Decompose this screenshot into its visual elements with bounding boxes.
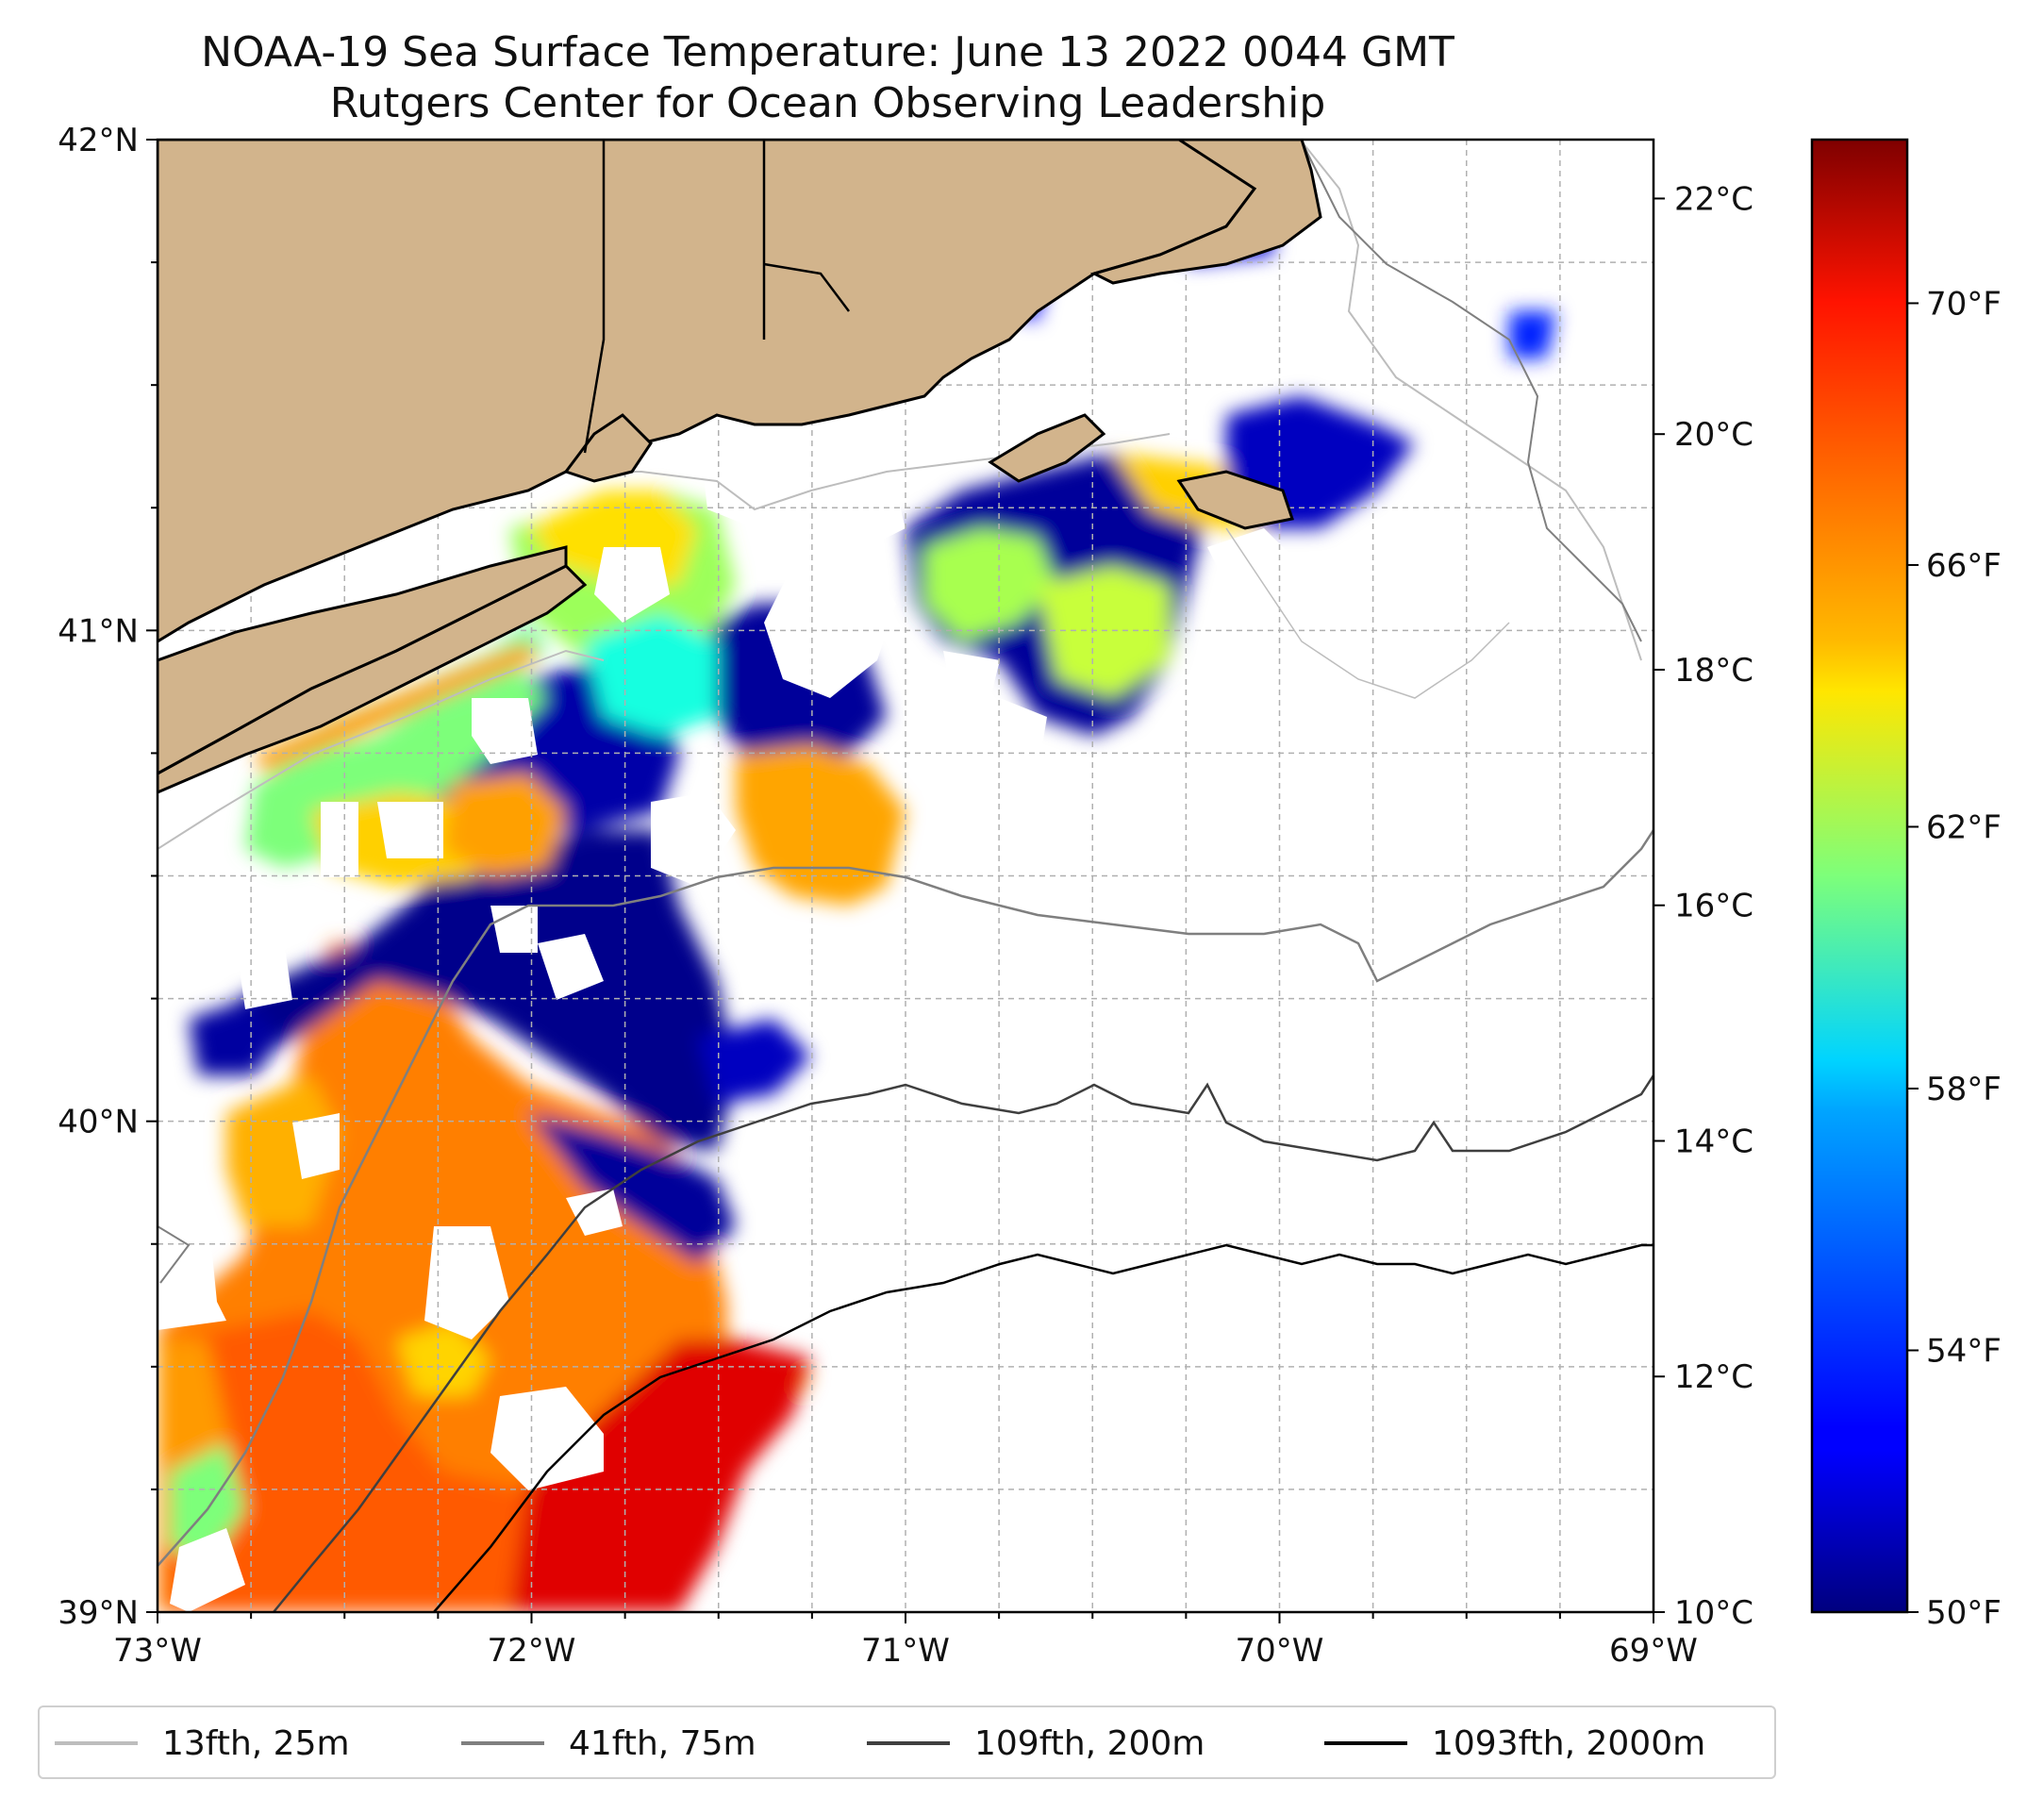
sst-yellowgreen-northeast — [1038, 566, 1170, 698]
no-data-13 — [424, 1226, 509, 1339]
no-data-2 — [594, 547, 670, 623]
no-data-19 — [830, 443, 906, 547]
legend-item-2000m: 1093fth, 2000m — [1324, 1723, 1706, 1763]
map-area — [158, 140, 1653, 1612]
sst-blue-far-east — [1509, 311, 1556, 358]
celsius-tick-label: 20°C — [1674, 416, 1753, 454]
y-tick-label: 42°N — [58, 122, 139, 159]
contour-25m-east — [1301, 141, 1642, 661]
contour-75m-west — [158, 1225, 191, 1284]
fahrenheit-tick-label: 66°F — [1926, 547, 2002, 585]
contour-25m-b — [158, 649, 605, 850]
legend-item-75m: 41fth, 75m — [461, 1723, 756, 1763]
no-data-7 — [651, 792, 736, 887]
legend-label-75m: 41fth, 75m — [569, 1723, 756, 1763]
fahrenheit-tick-label: 50°F — [1926, 1594, 2002, 1632]
legend-line-2000m — [1324, 1741, 1407, 1745]
legend-label-25m: 13fth, 25m — [162, 1723, 350, 1763]
fahrenheit-tick-label: 58°F — [1926, 1071, 2002, 1108]
celsius-tick-label: 16°C — [1674, 888, 1753, 925]
y-tick-label: 40°N — [58, 1104, 139, 1141]
celsius-tick-label: 14°C — [1674, 1123, 1753, 1160]
sst-cold-patch-south — [698, 1019, 811, 1104]
land — [158, 140, 1322, 794]
legend-item-200m: 109fth, 200m — [867, 1723, 1205, 1763]
no-data-9 — [292, 1113, 340, 1179]
sst-field — [158, 141, 1556, 1612]
map-title: NOAA-19 Sea Surface Temperature: June 13… — [201, 28, 1454, 76]
no-data-10 — [538, 934, 604, 1000]
no-data-11 — [566, 1189, 623, 1236]
sst-cold-patch-west — [189, 1000, 283, 1075]
celsius-tick-label: 12°C — [1674, 1358, 1753, 1396]
land-marthas-vineyard — [988, 413, 1106, 483]
border-ny-ct — [583, 140, 606, 454]
no-data-15 — [170, 1528, 245, 1612]
sst-cyan-north — [585, 613, 717, 736]
no-data-areas — [158, 424, 1302, 1612]
land-block-island — [563, 413, 653, 483]
legend-label-200m: 109fth, 200m — [974, 1723, 1205, 1763]
no-data-12 — [158, 1207, 226, 1330]
x-tick-label: 71°W — [861, 1632, 950, 1670]
no-data-5 — [321, 802, 358, 877]
no-data-20 — [1207, 528, 1302, 604]
map-subtitle: Rutgers Center for Ocean Observing Leade… — [329, 79, 1326, 127]
celsius-tick-label: 18°C — [1674, 652, 1753, 690]
legend-item-25m: 13fth, 25m — [55, 1723, 350, 1763]
no-data-14 — [490, 1387, 604, 1490]
x-tick-label: 70°W — [1236, 1632, 1324, 1670]
legend-line-75m — [461, 1741, 544, 1745]
state-borders — [583, 140, 850, 454]
colorbar: 10°C 12°C 14°C 16°C 18°C 20°C 22°C 50°F 54°F 58°… — [1653, 138, 2002, 1632]
contour-25m-shoals — [1225, 527, 1510, 699]
sst-orange-center — [736, 745, 906, 906]
y-tick-label: 41°N — [58, 612, 139, 650]
colorbar-fahrenheit-ticks: 50°F 54°F 58°F 62°F 66°F 70°F — [1907, 285, 2002, 1632]
x-tick-label: 73°W — [113, 1632, 202, 1670]
contour-2000m — [433, 1243, 1653, 1612]
fahrenheit-tick-label: 70°F — [1926, 285, 2002, 323]
land-connecticut-coast — [158, 545, 568, 775]
no-data-4 — [377, 802, 443, 858]
contour-75m — [158, 829, 1653, 1567]
legend-label-2000m: 1093fth, 2000m — [1432, 1723, 1706, 1763]
x-axis: 73°W 72°W 71°W 70°W 69°W — [113, 1612, 1698, 1670]
legend-line-25m — [55, 1741, 138, 1745]
y-axis: 39°N 40°N 41°N 42°N — [58, 122, 158, 1632]
colorbar-celsius-ticks: 10°C 12°C 14°C 16°C 18°C 20°C 22°C — [1653, 180, 1753, 1632]
celsius-tick-label: 10°C — [1674, 1594, 1753, 1632]
sst-green-northeast — [924, 528, 1056, 641]
no-data-8 — [236, 934, 292, 1009]
sst-orange-li-strip — [255, 641, 538, 774]
y-tick-label: 39°N — [58, 1594, 139, 1632]
no-data-16 — [1000, 698, 1047, 774]
sst-hot-south — [509, 1339, 811, 1612]
x-tick-label: 72°W — [488, 1632, 576, 1670]
contour-200m — [273, 1074, 1653, 1612]
legend-line-200m — [867, 1741, 950, 1745]
fahrenheit-tick-label: 54°F — [1926, 1332, 2002, 1370]
border-ri-ma — [763, 262, 850, 312]
legend: 13fth, 25m 41fth, 75m 109fth, 200m 1093f… — [38, 1705, 1776, 1779]
x-tick-label: 69°W — [1609, 1632, 1698, 1670]
fahrenheit-tick-label: 62°F — [1926, 808, 2002, 846]
contour-75m-east — [1301, 141, 1642, 642]
sst-orange-left — [443, 774, 566, 877]
sst-cold-band2 — [528, 1113, 736, 1264]
no-data-17 — [943, 651, 1000, 698]
sst-orange-west2 — [226, 1075, 340, 1226]
celsius-tick-label: 22°C — [1674, 180, 1753, 218]
sst-cold-band — [217, 830, 736, 1151]
no-data-1 — [764, 557, 896, 698]
land-nantucket — [1176, 470, 1294, 530]
sst-yellow-south — [396, 1321, 490, 1396]
colorbar-gradient — [1810, 138, 1909, 1614]
land-cape-cod — [1089, 140, 1322, 285]
no-data-3 — [472, 698, 538, 764]
